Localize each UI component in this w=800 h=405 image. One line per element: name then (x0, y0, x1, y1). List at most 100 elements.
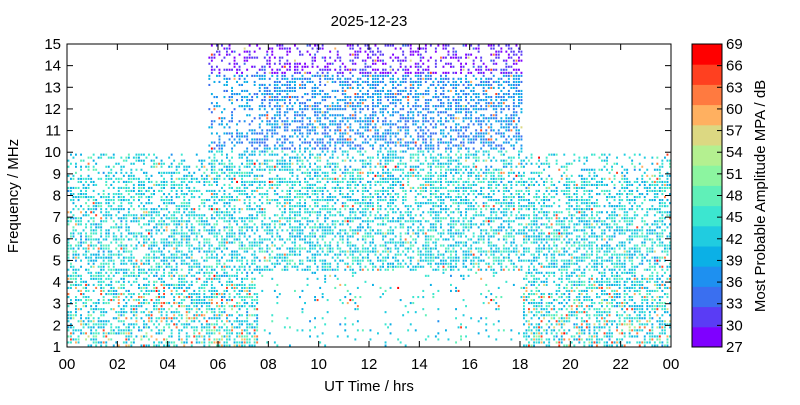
heatmap-cell (256, 329, 259, 332)
heatmap-cell (304, 180, 306, 183)
heatmap-cell (246, 59, 249, 62)
heatmap-cell (226, 53, 228, 56)
heatmap-cell (130, 317, 133, 320)
heatmap-cell (243, 186, 246, 189)
heatmap-cell (160, 196, 163, 199)
heatmap-cell (75, 186, 77, 189)
heatmap-cell (251, 283, 254, 286)
heatmap-cell (367, 83, 369, 86)
heatmap-cell (183, 274, 186, 277)
heatmap-cell (311, 256, 314, 259)
heatmap-cell (193, 329, 196, 332)
heatmap-cell (228, 168, 231, 171)
heatmap-cell (339, 211, 342, 214)
heatmap-cell (253, 138, 256, 141)
heatmap-cell (165, 302, 168, 305)
heatmap-cell (281, 205, 284, 208)
heatmap-cell (228, 199, 231, 202)
heatmap-cell (367, 205, 369, 208)
heatmap-cell (185, 341, 188, 344)
heatmap-cell (150, 217, 153, 220)
heatmap-cell (356, 217, 359, 220)
heatmap-cell (200, 314, 203, 317)
heatmap-cell (213, 226, 216, 229)
heatmap-cell (253, 208, 256, 211)
heatmap-cell (150, 232, 153, 235)
heatmap-cell (170, 311, 173, 314)
heatmap-cell (143, 183, 145, 186)
heatmap-cell (351, 47, 354, 50)
heatmap-cell (382, 114, 384, 117)
heatmap-cell (140, 196, 143, 199)
heatmap-cell (306, 211, 309, 214)
heatmap-cell (309, 132, 311, 135)
heatmap-cell (148, 232, 150, 235)
heatmap-cell (336, 50, 339, 53)
heatmap-cell (228, 235, 231, 238)
heatmap-cell (233, 326, 236, 329)
heatmap-cell (281, 47, 284, 50)
heatmap-cell (304, 208, 306, 211)
heatmap-cell (263, 168, 266, 171)
heatmap-cell (382, 235, 384, 238)
heatmap-cell (160, 171, 163, 174)
heatmap-cell (261, 274, 264, 277)
heatmap-cell (367, 196, 369, 199)
heatmap-cell (183, 199, 186, 202)
heatmap-cell (253, 332, 256, 335)
heatmap-cell (90, 271, 93, 274)
heatmap-cell (218, 117, 221, 120)
heatmap-cell (160, 199, 163, 202)
heatmap-cell (314, 129, 316, 132)
heatmap-cell (238, 293, 241, 296)
heatmap-cell (304, 165, 306, 168)
heatmap-cell (276, 105, 279, 108)
heatmap-cell (150, 208, 153, 211)
heatmap-cell (193, 335, 196, 338)
heatmap-cell (221, 144, 223, 147)
heatmap-cell (334, 259, 337, 262)
heatmap-cell (329, 274, 332, 277)
heatmap-cell (324, 214, 327, 217)
heatmap-cell (117, 293, 120, 296)
heatmap-cell (271, 96, 274, 99)
heatmap-cell (301, 117, 304, 120)
heatmap-cell (339, 114, 342, 117)
heatmap-cell (294, 196, 296, 199)
heatmap-cell (256, 308, 259, 311)
heatmap-cell (105, 217, 108, 220)
heatmap-cell (278, 68, 281, 71)
heatmap-cell (294, 120, 296, 123)
heatmap-cell (384, 341, 387, 344)
heatmap-cell (291, 186, 294, 189)
heatmap-cell (90, 299, 93, 302)
heatmap-cell (369, 138, 372, 141)
heatmap-cell (253, 299, 256, 302)
heatmap-cell (263, 329, 266, 332)
heatmap-cell (117, 244, 120, 247)
heatmap-cell (273, 244, 276, 247)
heatmap-cell (210, 271, 213, 274)
heatmap-cell (233, 320, 236, 323)
heatmap-cell (72, 250, 75, 253)
heatmap-cell (281, 223, 284, 226)
heatmap-cell (278, 47, 281, 50)
heatmap-cell (361, 108, 364, 111)
heatmap-cell (67, 335, 70, 338)
heatmap-cell (336, 186, 339, 189)
heatmap-cell (354, 302, 357, 305)
heatmap-cell (178, 220, 181, 223)
heatmap-cell (205, 323, 208, 326)
heatmap-cell (180, 183, 183, 186)
heatmap-cell (233, 50, 236, 53)
heatmap-cell (301, 108, 304, 111)
heatmap-cell (341, 214, 344, 217)
heatmap-cell (77, 308, 80, 311)
heatmap-cell (117, 229, 120, 232)
heatmap-cell (367, 126, 369, 129)
heatmap-cell (178, 250, 181, 253)
heatmap-cell (382, 135, 384, 138)
heatmap-cell (384, 162, 387, 165)
heatmap-cell (105, 271, 108, 274)
heatmap-cell (268, 168, 271, 171)
